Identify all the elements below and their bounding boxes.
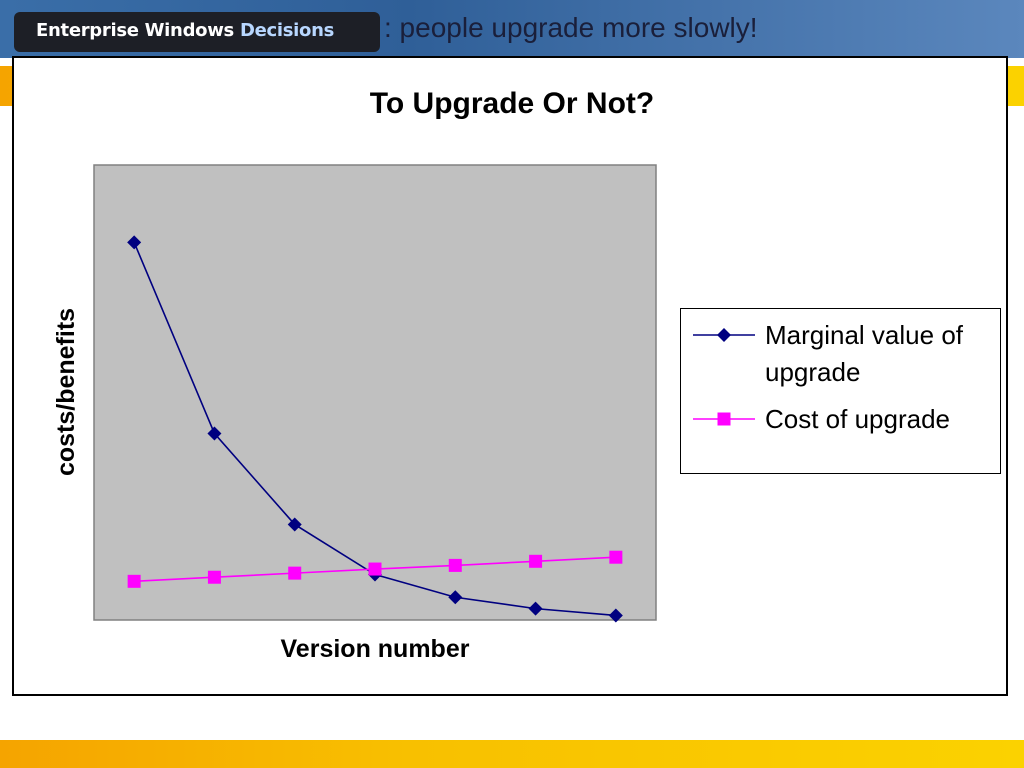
series-1-point — [528, 601, 543, 616]
legend-swatch-marker — [717, 328, 731, 342]
series-2-point — [529, 554, 543, 568]
slide-title: : people upgrade more slowly! — [384, 12, 758, 43]
logo-part-decisions: Decisions — [239, 20, 335, 41]
logo-part-enterprise: Enterprise — [36, 20, 139, 41]
series-1-point — [287, 517, 302, 532]
series-2-point — [127, 574, 141, 588]
series-1-point — [608, 608, 623, 623]
chart-title: To Upgrade Or Not? — [370, 87, 654, 120]
series-1-point — [127, 235, 142, 250]
series-2-point — [448, 558, 462, 572]
series-1-point — [207, 426, 222, 441]
bottom-bar — [0, 740, 1024, 768]
legend-entry-1: Marginal value of upgrade — [693, 320, 964, 387]
logo: Enterprise Windows Decisions — [36, 20, 334, 41]
series-2-point — [207, 570, 221, 584]
legend-swatch-marker — [717, 412, 731, 426]
chart-legend: Marginal value of upgrade Cost of upgrade — [680, 308, 1001, 474]
x-axis-label: Version number — [281, 635, 470, 663]
series-2-point — [288, 566, 302, 580]
legend-label: Cost of upgrade — [765, 404, 950, 434]
logo-part-windows: Windows — [144, 20, 235, 41]
legend-label: Marginal value of upgrade — [765, 320, 964, 387]
legend-entry-2: Cost of upgrade — [693, 404, 950, 434]
series-2-point — [368, 562, 382, 576]
series-2-point — [609, 550, 623, 564]
y-axis-label: costs/benefits — [52, 308, 80, 476]
logo-badge — [14, 12, 380, 52]
legend-graphic: Marginal value of upgrade Cost of upgrade — [693, 320, 964, 434]
series-2 — [127, 550, 623, 588]
series-1-point — [448, 590, 463, 605]
plot-area — [93, 164, 657, 621]
